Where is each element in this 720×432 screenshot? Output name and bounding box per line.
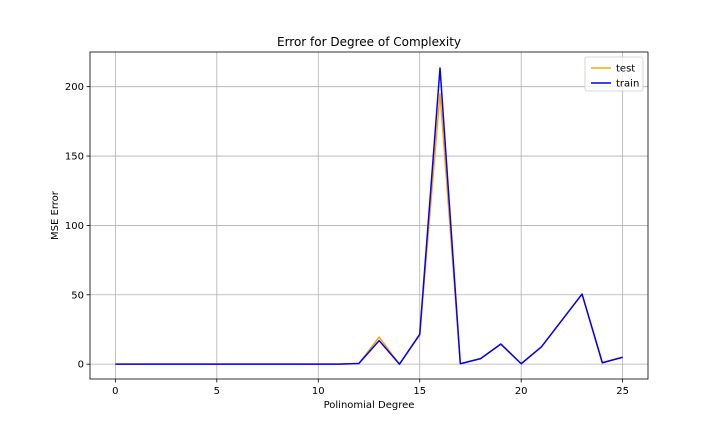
series-layer <box>115 67 623 365</box>
x-tick-label: 25 <box>616 386 629 397</box>
x-tick-label: 0 <box>112 386 118 397</box>
grid-lines <box>90 52 648 379</box>
y-tick-label: 100 <box>65 221 84 232</box>
series-line-train <box>115 67 623 365</box>
y-tick-label: 150 <box>65 152 84 163</box>
y-tick-label: 50 <box>71 290 84 301</box>
y-axis-label: MSE Error <box>50 190 61 240</box>
x-tick-label: 20 <box>515 386 528 397</box>
chart-title: Error for Degree of Complexity <box>277 35 461 49</box>
x-tick-label: 5 <box>214 386 220 397</box>
legend-label-test: test <box>616 64 635 75</box>
y-tick-label: 200 <box>65 82 84 93</box>
x-axis-label: Polinomial Degree <box>324 400 415 411</box>
legend-label-train: train <box>616 79 639 90</box>
x-axis-ticks: 0 5 10 15 20 25 <box>112 379 629 397</box>
x-tick-label: 15 <box>413 386 426 397</box>
legend: test train <box>584 56 644 92</box>
y-tick-label: 0 <box>78 360 84 371</box>
plot-frame <box>89 51 649 380</box>
y-axis-ticks: 0 50 100 150 200 <box>65 82 90 371</box>
x-tick-label: 10 <box>312 386 325 397</box>
